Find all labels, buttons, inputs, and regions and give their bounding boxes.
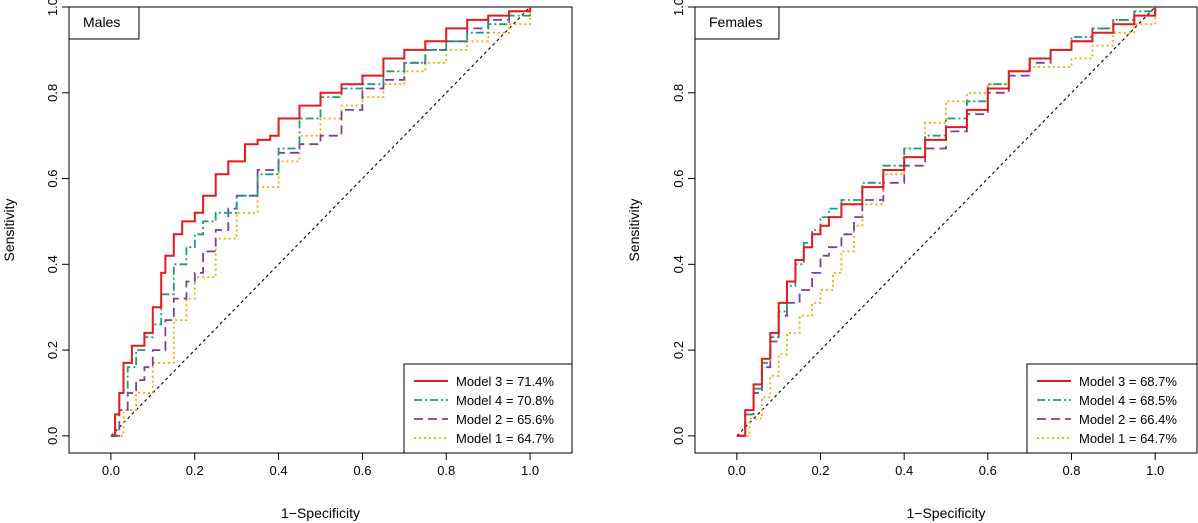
x-tick-label: 0.6 [979,463,997,478]
x-tick-label: 0.8 [1062,463,1080,478]
x-tick-label: 0.8 [437,463,455,478]
y-tick-label: 0.0 [671,427,686,445]
series-line-model-4 [110,7,531,437]
y-tick-label: 0.4 [45,255,60,273]
legend-entry: Model 1 = 64.7% [456,431,554,446]
x-tick-label: 0.0 [102,463,120,478]
x-tick-label: 0.0 [728,463,746,478]
y-tick-label: 0.6 [45,169,60,187]
legend-entry: Model 3 = 71.4% [456,374,554,389]
x-tick-label: 0.2 [186,463,204,478]
legend-entry: Model 3 = 68.7% [1079,374,1177,389]
females-roc-panel: 0.0 0.2 0.4 0.6 0.8 1.0 0.0 0.2 0.4 0.6 0.8 1.0 1−Sp… [626,0,1198,521]
panel-label: Males [83,14,120,30]
series-line-model-3 [736,7,1157,437]
legend-entry: Model 2 = 66.4% [1079,412,1177,427]
y-tick-label: 0.2 [671,341,686,359]
y-tick-label: 0.2 [45,341,60,359]
legend-entry: Model 4 = 68.5% [1079,393,1177,408]
x-tick-label: 1.0 [1146,463,1164,478]
y-axis-label: Sensitivity [626,198,642,261]
series-line-model-3 [110,7,532,437]
y-axis-label: Sensitivity [1,198,17,261]
y-tick-label: 0.8 [45,84,60,102]
panel-label-box [694,6,780,40]
x-tick-label: 0.2 [811,463,829,478]
x-axis-label: 1−Specificity [281,505,360,521]
legend-entry: Model 2 = 65.6% [456,412,554,427]
x-tick-label: 1.0 [521,463,539,478]
reference-diagonal [736,6,1156,437]
x-tick-label: 0.4 [895,463,913,478]
series-line-model-1 [110,7,531,437]
y-tick-label: 1.0 [671,0,686,16]
panel-label-box [68,6,140,40]
legend-entry: Model 4 = 70.8% [456,393,554,408]
y-tick-label: 0.4 [671,255,686,273]
x-axis-label: 1−Specificity [907,505,986,521]
plot-frame [68,6,573,454]
y-tick-label: 0.6 [671,169,686,187]
legend-box [403,363,573,454]
legend-box [1026,363,1198,454]
y-tick-label: 1.0 [45,0,60,16]
x-tick-label: 0.4 [270,463,288,478]
y-tick-label: 0.0 [45,427,60,445]
plot-frame [694,6,1198,454]
panel-label: Females [709,14,763,30]
y-tick-label: 0.8 [671,84,686,102]
reference-diagonal [110,6,531,437]
x-tick-label: 0.6 [353,463,371,478]
legend-entry: Model 1 = 64.7% [1079,431,1177,446]
males-roc-panel: 0.0 0.2 0.4 0.6 0.8 1.0 0.0 0.2 0.4 0.6 0.8 1.0 1−Sp… [1,0,573,521]
